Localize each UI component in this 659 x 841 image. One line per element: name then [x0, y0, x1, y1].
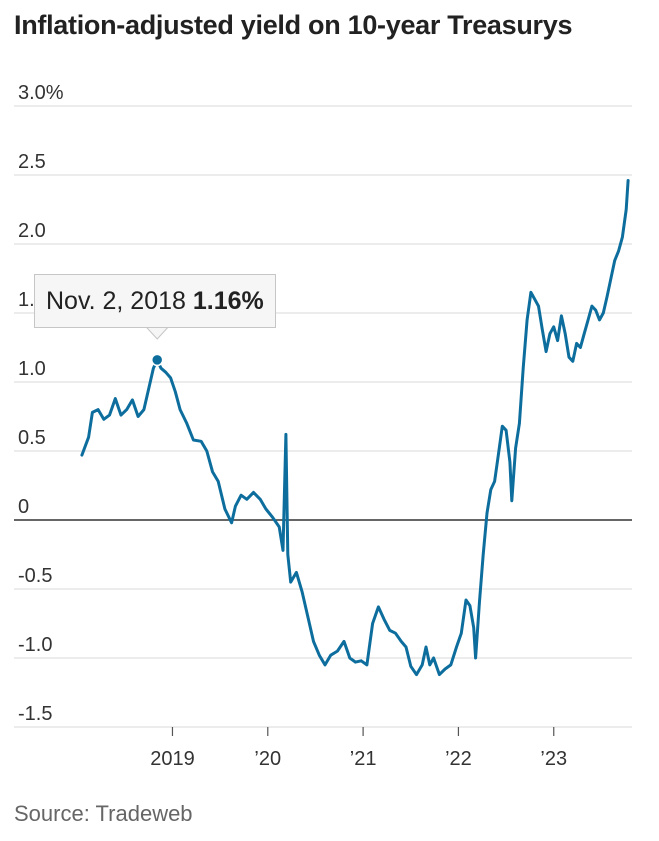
- highlight-tooltip: Nov. 2, 2018 1.16%: [34, 274, 276, 328]
- y-tick-label: 2.5: [18, 151, 46, 173]
- x-tick-label: ’22: [445, 748, 472, 770]
- source-note: Source: Tradeweb: [14, 801, 193, 826]
- y-tick-label: 0: [18, 496, 29, 518]
- y-tick-label: 3.0%: [18, 82, 64, 104]
- x-tick-label: ’20: [254, 748, 281, 770]
- x-tick-label: 2019: [150, 748, 195, 770]
- gridlines: [14, 105, 632, 728]
- tooltip-value: 1.16%: [192, 287, 264, 315]
- chart-title: Inflation-adjusted yield on 10-year Trea…: [14, 10, 573, 40]
- highlight-point: [150, 353, 164, 367]
- x-axis-ticks: 2019 ’20 ’21 ’22 ’23: [150, 727, 567, 770]
- tooltip-pointer: [145, 326, 169, 340]
- x-tick-label: ’23: [540, 748, 567, 770]
- y-tick-label: 1.0: [18, 358, 46, 380]
- series-line: [80, 179, 630, 677]
- y-tick-label: -1.0: [18, 634, 52, 656]
- y-axis-labels: 3.0%2.52.01.51.00.50-0.5-1.0-1.5: [18, 82, 64, 725]
- y-tick-label: 2.0: [18, 220, 46, 242]
- y-tick-label: -1.5: [18, 703, 52, 725]
- x-tick-label: ’21: [350, 748, 377, 770]
- series-layer: [80, 179, 630, 677]
- y-tick-label: -0.5: [18, 565, 52, 587]
- tooltip-date: Nov. 2, 2018: [46, 287, 186, 315]
- y-tick-label: 0.5: [18, 427, 46, 449]
